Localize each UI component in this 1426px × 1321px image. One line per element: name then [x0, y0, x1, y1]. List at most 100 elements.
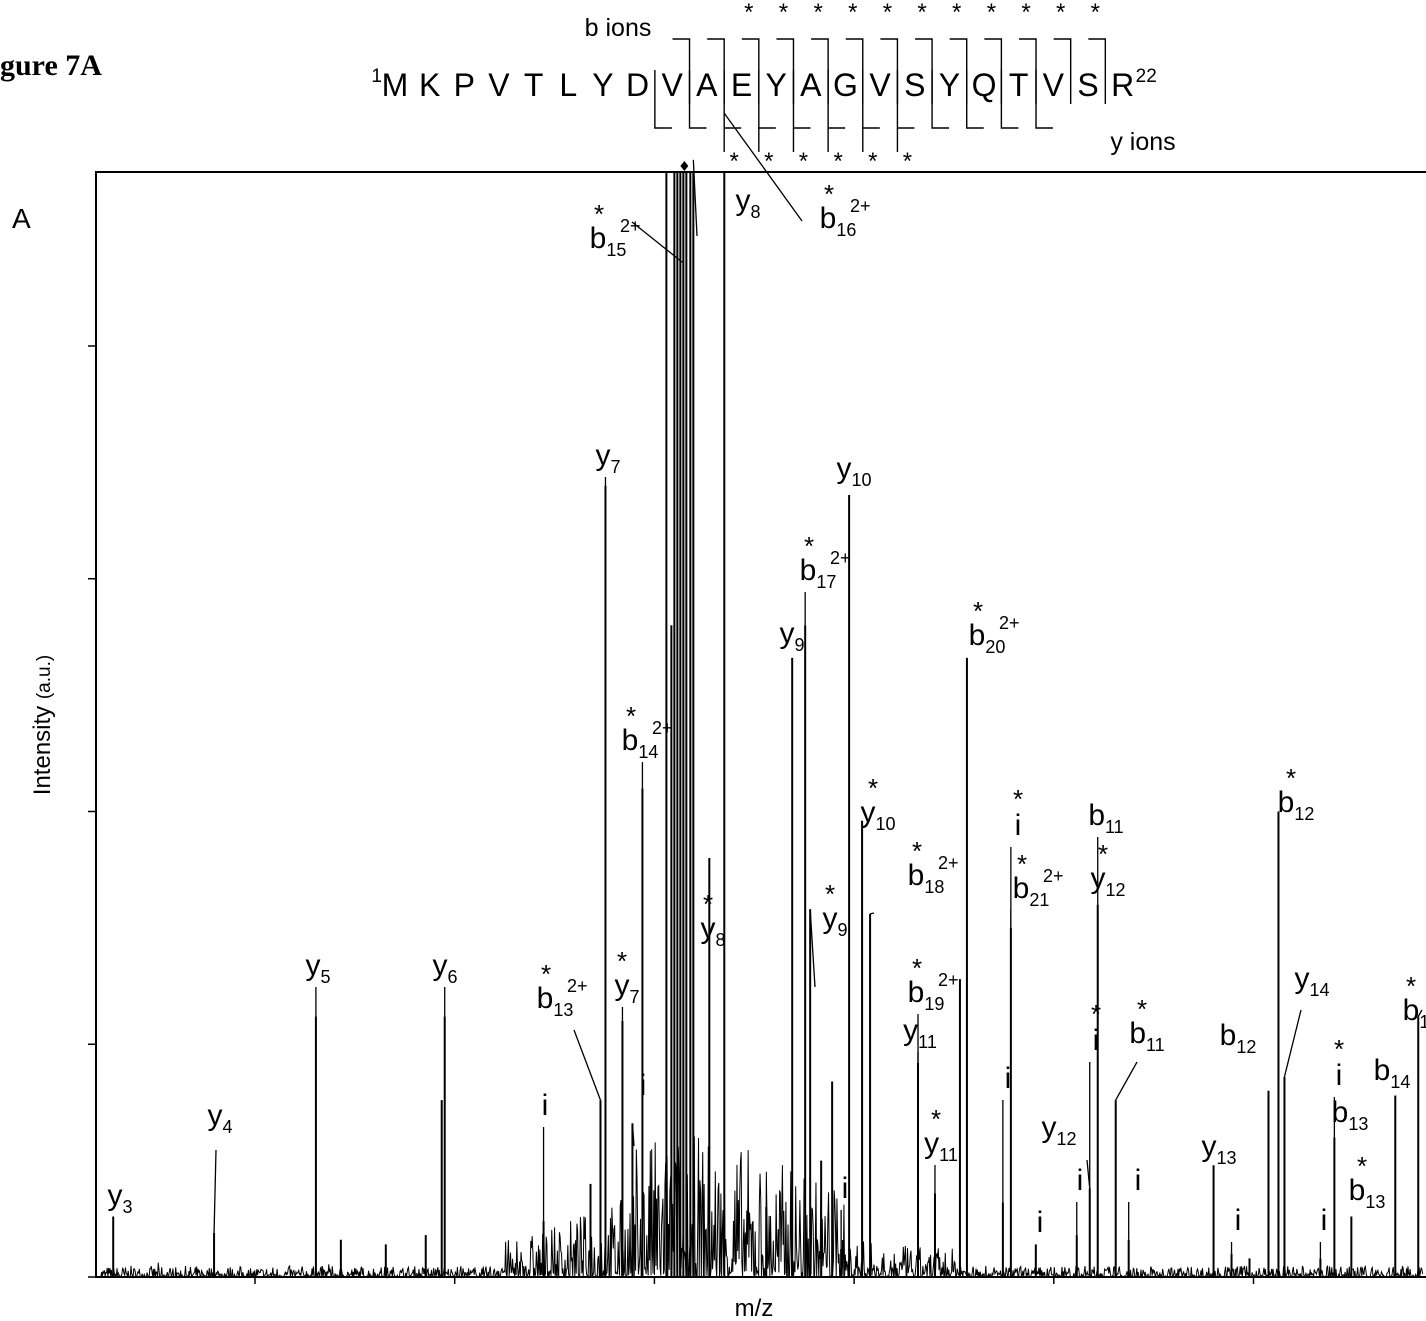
peak-label-i-28: i: [1037, 1206, 1044, 1239]
ion-index: 13: [1216, 1148, 1236, 1168]
peak-label-text: b11: [1129, 1017, 1164, 1055]
ion-type: b: [1349, 1174, 1366, 1207]
residue-8: D: [626, 67, 649, 103]
peak-label-b13-star-44: b13*: [1349, 1151, 1386, 1212]
peak-label-text: y8: [735, 184, 760, 222]
ion-type: i: [1135, 1164, 1142, 1197]
ion-type: b: [1013, 872, 1030, 905]
peak-label-text: y10: [860, 796, 895, 834]
ion-index: 12: [1236, 1037, 1256, 1057]
noise-trace: [99, 1136, 1424, 1279]
peak-label-text: b14: [622, 724, 659, 762]
b-star-13: *: [813, 0, 822, 26]
y-star-11: *: [764, 148, 773, 175]
peak-label-b12-star-39: b12*: [1278, 763, 1315, 824]
peak-label-y9-14: y9: [779, 617, 804, 655]
fragment-cleavage-marks: * * * * * * * * * * * * * * * * *: [654, 0, 1107, 175]
residue-22: R: [1111, 67, 1134, 103]
ion-type: b: [537, 982, 554, 1015]
residue-19: T: [1009, 67, 1029, 103]
peak-label-text: i: [1093, 1024, 1100, 1057]
b-star-11: *: [744, 0, 753, 26]
modification-star: *: [973, 596, 983, 626]
ion-index: 14: [1390, 1072, 1410, 1092]
leader-line: [573, 1029, 602, 1101]
leader-line: [869, 912, 875, 915]
peak-label-text: b11: [1088, 799, 1123, 837]
y-axis-title-main: Intensity: [29, 706, 56, 795]
y-cleavage-mark-16: [931, 70, 950, 129]
leader-line: [213, 1149, 217, 1233]
peak-label-text: i: [1135, 1164, 1142, 1197]
modification-star: *: [825, 879, 835, 909]
residue-17: Y: [939, 67, 960, 103]
leader-line: [631, 1123, 635, 1147]
peak-label-text: y8: [700, 912, 725, 950]
ion-type: b: [908, 859, 925, 892]
charge-state: 2+: [1043, 866, 1064, 886]
ion-type: y: [107, 1179, 122, 1212]
peak-label-text: b13: [1332, 1096, 1369, 1134]
ion-index: 15: [606, 240, 626, 260]
peak-label-text: y11: [903, 1014, 937, 1052]
peak-label-text: b12: [1278, 786, 1315, 824]
charge-state: 2+: [652, 718, 673, 738]
ion-type: i: [1005, 1062, 1012, 1095]
peak-label-text: b12: [1220, 1019, 1257, 1057]
peak-label-b11-star-34: b11*: [1115, 994, 1165, 1101]
peak-label-i-41: i: [1319, 1204, 1328, 1259]
ion-type: b: [969, 619, 986, 652]
modification-star: *: [1406, 971, 1416, 1001]
residue-18: Q: [972, 67, 997, 103]
b-star-17: *: [952, 0, 961, 26]
ion-type: i: [1321, 1204, 1328, 1237]
peak-label-text: b13: [537, 982, 574, 1020]
residue-20: V: [1043, 67, 1065, 103]
peak-label-text: y7: [614, 969, 639, 1007]
ion-type: y: [207, 1099, 222, 1132]
residue-2: K: [419, 67, 440, 103]
modification-star: *: [703, 889, 713, 919]
charge-state: 2+: [999, 613, 1020, 633]
leader-line: [1115, 1061, 1138, 1101]
modification-star: *: [931, 1104, 941, 1134]
peak-label-text: y7: [595, 439, 620, 477]
residue-13: A: [800, 67, 822, 103]
leader-line: [631, 221, 683, 263]
residue-7: Y: [592, 67, 613, 103]
ion-type: y: [822, 902, 837, 935]
peak-label-y11-22: y11: [903, 1014, 937, 1063]
modification-star: *: [617, 946, 627, 976]
peak-label-text: y3: [107, 1179, 132, 1217]
peak-label-y5-2: y5: [305, 949, 331, 1017]
ion-index: 9: [837, 920, 847, 940]
residue-16: S: [904, 67, 925, 103]
ion-type: i: [640, 1069, 647, 1102]
ion-type: b: [1403, 994, 1420, 1027]
y-axis-title: Intensity (a.u.): [29, 655, 56, 795]
ion-type: b: [1278, 786, 1295, 819]
residue-21: S: [1077, 67, 1098, 103]
ion-index: 4: [222, 1117, 232, 1137]
peak-label-i-4: i: [542, 1089, 548, 1222]
residue-3: P: [454, 67, 475, 103]
peak-label-y4-1: y4: [207, 1099, 233, 1233]
peak-label-i-25: i: [1002, 1062, 1012, 1203]
modification-star: *: [1286, 763, 1296, 793]
peak-label-text: b14: [1374, 1054, 1411, 1092]
charge-state: 2+: [830, 548, 851, 568]
residue-14: G: [833, 67, 858, 103]
ion-type: b: [1129, 1017, 1146, 1050]
peak-label-text: b17: [800, 554, 837, 592]
sequence-end-number: 22: [1136, 66, 1157, 87]
ion-index: 10: [875, 814, 895, 834]
peak-label-text: i: [1037, 1206, 1044, 1239]
peak-label-text: y9: [779, 617, 804, 655]
peak-label-i-37: i: [1230, 1204, 1241, 1254]
y-star-14: *: [868, 148, 877, 175]
ion-type: y: [1294, 962, 1309, 995]
peak-label-text: y10: [836, 452, 871, 490]
ion-index: 18: [924, 877, 944, 897]
